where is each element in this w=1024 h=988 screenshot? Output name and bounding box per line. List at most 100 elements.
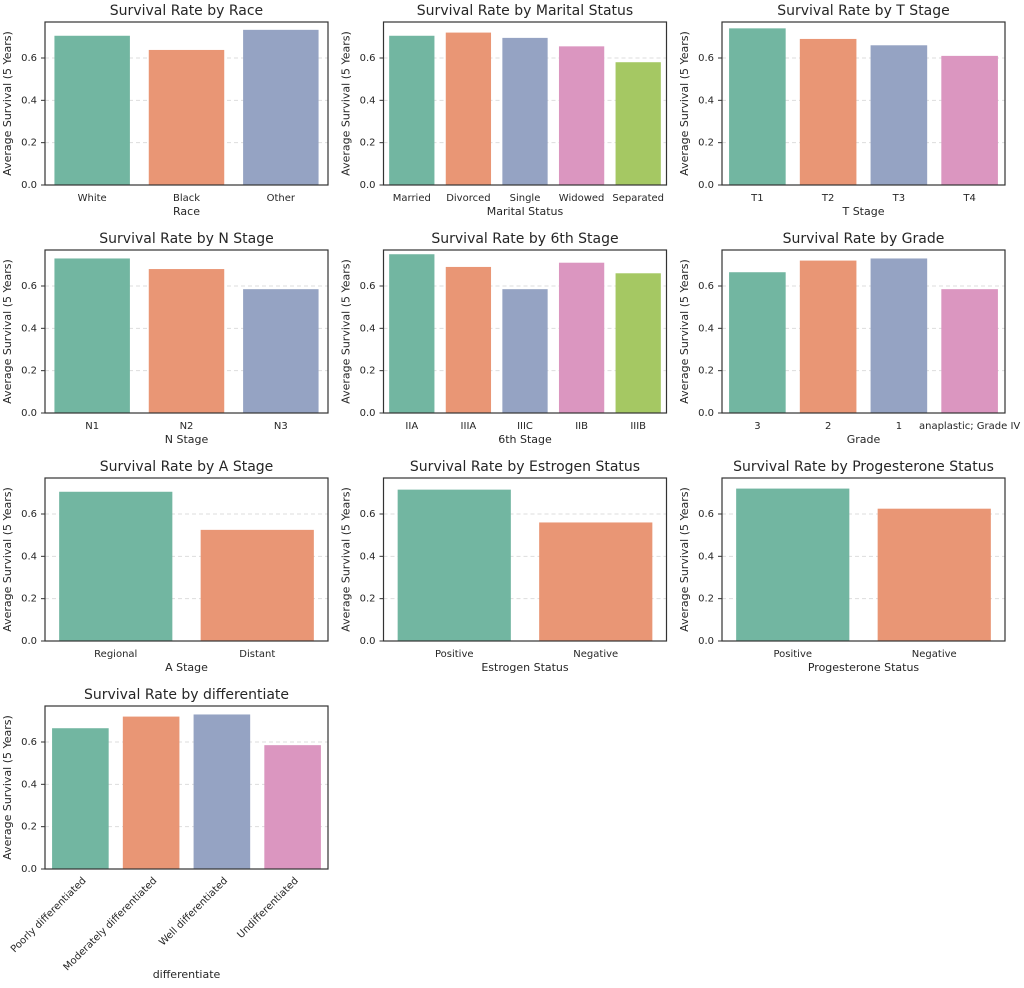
y-tick-label: 0.2 [21,366,37,377]
y-tick-label: 0.2 [21,138,37,149]
bar [148,49,225,185]
chart-panel: Survival Rate by T Stage 0.0 0.2 0.4 0.6 T1 T2… [678,3,1006,218]
axes-frame [721,21,1006,186]
bar [502,289,548,413]
chart-title: Survival Rate by differentiate [84,687,289,703]
chart-title: Survival Rate by Grade [783,231,945,247]
bar [502,37,548,186]
x-tick-label: Undifferentiated [235,875,300,940]
y-tick-label: 0.6 [698,509,714,520]
x-axis-label: Grade [847,433,881,446]
y-tick-label: 0.2 [698,138,714,149]
bar [729,272,786,413]
chart-panel: Survival Rate by Grade 0.0 0.2 0.4 0.6 3 2 1 ana… [678,231,1020,446]
y-tick-label: 0.4 [21,323,37,334]
chart-panel: Survival Rate by A Stage 0.0 0.2 0.4 0.6 Regi… [1,459,329,674]
y-tick-label: 0.2 [360,138,376,149]
x-tick-label: T3 [892,193,905,204]
y-tick-label: 0.0 [21,408,37,419]
axes-frame [382,21,668,186]
chart-panel: Survival Rate by Race 0.0 0.2 0.4 0.6 White Bl… [1,3,329,218]
bar [200,529,314,641]
x-tick-label: T1 [750,193,763,204]
x-axis-label: 6th Stage [498,433,552,446]
x-tick-label: Poorly differentiated [9,875,89,955]
x-axis-label: Marital Status [487,205,564,218]
bar [193,714,251,869]
x-axis-label: N Stage [165,433,209,446]
y-tick-label: 0.6 [21,737,37,748]
bar [558,46,605,186]
bar [243,289,319,413]
x-axis-label: A Stage [165,661,208,674]
chart-title: Survival Rate by Marital Status [417,3,633,19]
x-tick-label: anaplastic; Grade IV [919,421,1020,432]
bar [877,508,991,641]
chart-title: Survival Rate by 6th Stage [431,231,618,247]
y-tick-label: 0.0 [21,636,37,647]
y-tick-label: 0.0 [698,180,714,191]
chart-title: Survival Rate by Race [110,3,263,19]
y-tick-label: 0.0 [21,180,37,191]
y-tick-label: 0.6 [360,53,376,64]
chart-panel: Survival Rate by Estrogen Status 0.0 0.2 0.… [340,459,668,674]
bar [539,522,653,641]
x-tick-label: 1 [896,421,902,432]
y-tick-label: 0.6 [360,509,376,520]
x-tick-label: Negative [573,649,618,660]
y-tick-label: 0.0 [698,636,714,647]
bar [615,273,661,413]
y-axis-label: Average Survival (5 Years) [1,31,14,176]
chart-title: Survival Rate by T Stage [777,3,950,19]
y-axis-label: Average Survival (5 Years) [340,31,353,176]
bar [941,289,998,413]
axes-frame [44,21,329,186]
y-tick-label: 0.2 [360,594,376,605]
y-tick-label: 0.4 [21,779,37,790]
x-axis-label: Estrogen Status [481,661,569,674]
y-tick-label: 0.2 [698,594,714,605]
bar [736,488,850,641]
bar [941,55,998,185]
bar [397,489,511,641]
x-tick-label: IIB [575,421,588,432]
y-tick-label: 0.6 [21,53,37,64]
y-axis-label: Average Survival (5 Years) [678,31,691,176]
bar [52,728,109,869]
y-axis-label: Average Survival (5 Years) [678,487,691,632]
x-tick-label: 2 [825,421,831,432]
bar [870,258,928,413]
y-tick-label: 0.0 [360,180,376,191]
chart-panel: Survival Rate by N Stage 0.0 0.2 0.4 0.6 N1 N2… [1,231,329,446]
y-tick-label: 0.4 [360,95,376,106]
bar [122,716,180,869]
bar [243,29,319,185]
bar [389,254,435,413]
x-tick-label: IIIB [630,421,646,432]
x-axis-label: Race [173,205,200,218]
bar [558,262,605,413]
bar [615,62,661,185]
chart-panel: Survival Rate by 6th Stage 0.0 0.2 0.4 0.6 II… [340,231,668,446]
y-tick-label: 0.4 [21,95,37,106]
bar [870,45,928,186]
x-tick-label: White [78,193,107,204]
bar [445,32,492,186]
y-tick-label: 0.2 [21,822,37,833]
x-tick-label: Divorced [446,193,490,204]
y-tick-label: 0.4 [360,323,376,334]
y-tick-label: 0.4 [21,551,37,562]
bar [799,260,857,413]
bar [54,35,130,186]
chart-panel: Survival Rate by differentiate 0.0 0.2 0.4 0… [1,687,329,981]
x-tick-label: Widowed [559,193,605,204]
bar [148,269,225,413]
chart-title: Survival Rate by Progesterone Status [733,459,994,475]
x-tick-label: Married [393,193,431,204]
x-tick-label: Other [267,193,296,204]
y-axis-label: Average Survival (5 Years) [340,259,353,404]
chart-panel: Survival Rate by Progesterone Status 0.0 0… [678,459,1006,674]
y-tick-label: 0.6 [698,281,714,292]
y-axis-label: Average Survival (5 Years) [340,487,353,632]
